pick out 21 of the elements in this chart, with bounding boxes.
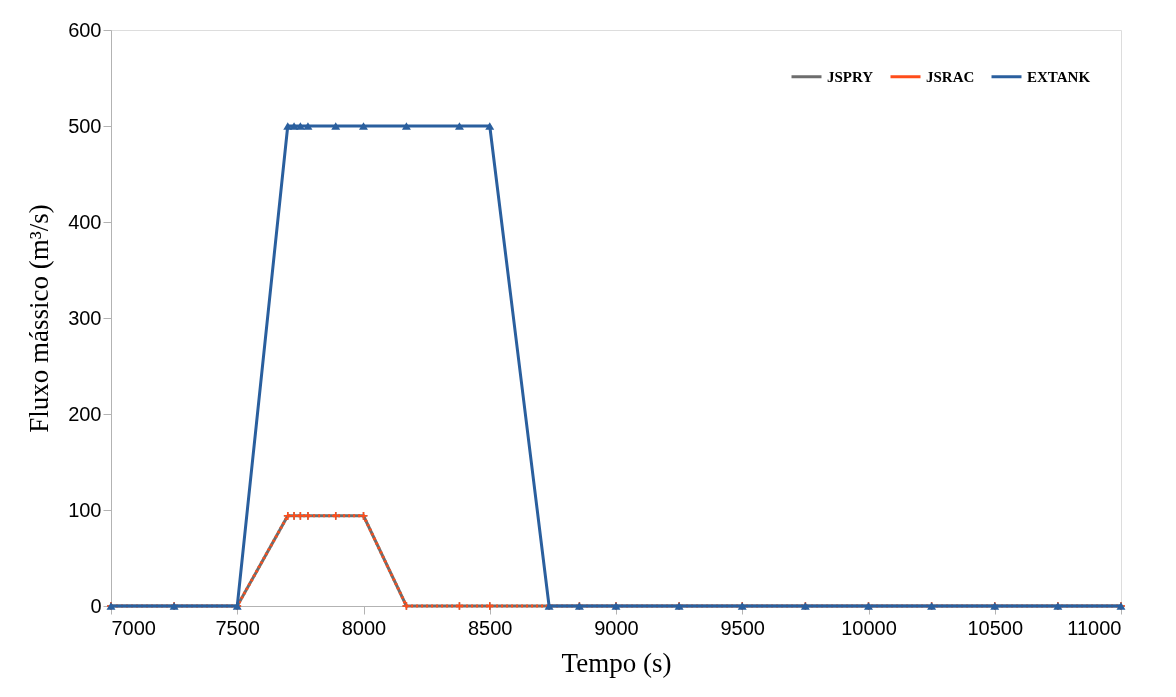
- y-tick-label: 400: [68, 210, 102, 233]
- y-tick-label: 300: [68, 306, 102, 329]
- y-axis-title: Fluxo mássico (m³/s): [24, 204, 55, 433]
- x-tick-label: 10500: [967, 616, 1024, 639]
- y-tick-label: 100: [68, 498, 102, 521]
- x-tick-label: 8000: [341, 616, 387, 639]
- x-tick-label: 9500: [720, 616, 765, 639]
- x-tick-label: 7500: [215, 616, 260, 639]
- x-tick-label: 8500: [468, 616, 513, 639]
- x-tick-label: 9000: [594, 616, 639, 639]
- y-tick-label: 600: [68, 18, 102, 41]
- x-tick-label: 10000: [841, 616, 897, 639]
- x-axis-title: Tempo (s): [561, 647, 672, 678]
- y-tick-label: 500: [68, 114, 102, 137]
- legend-label: EXTANK: [1027, 68, 1091, 85]
- x-tick-label: 7000: [111, 616, 156, 639]
- y-tick-label: 0: [90, 594, 102, 617]
- legend-label: JSRAC: [926, 68, 975, 85]
- y-tick-label: 200: [68, 402, 102, 425]
- x-tick-label: 11000: [1067, 616, 1122, 639]
- legend-label: JSPRY: [827, 68, 874, 85]
